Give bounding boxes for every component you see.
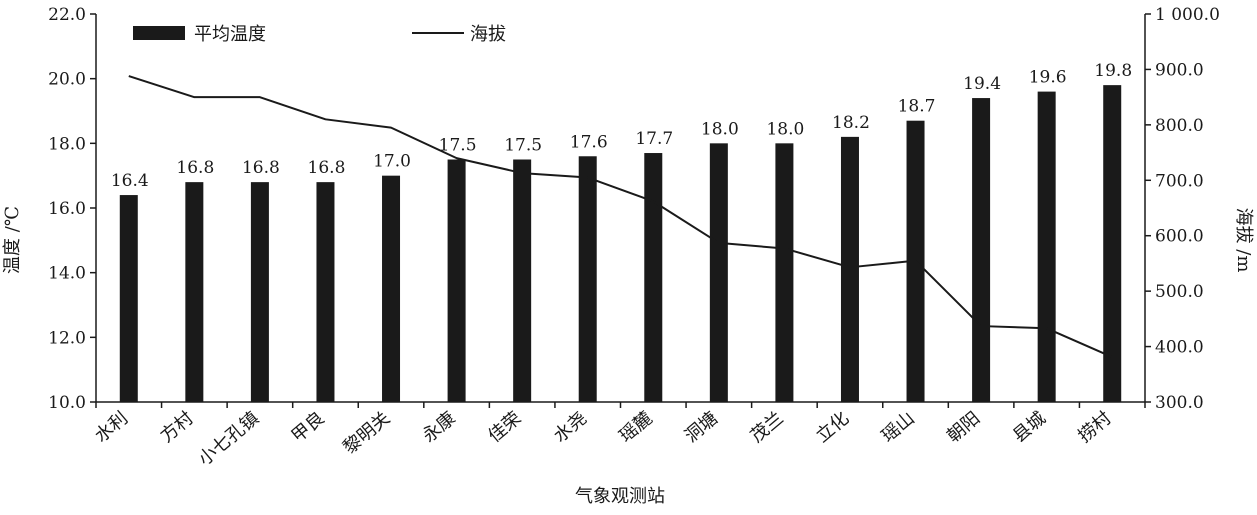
bar-value-label: 17.6 <box>570 132 608 152</box>
bar-value-label: 16.4 <box>111 171 149 191</box>
bar <box>644 153 663 402</box>
y-tick-label: 12.0 <box>48 328 86 348</box>
bar <box>775 143 794 403</box>
y2-tick-label: 900.0 <box>1155 60 1204 80</box>
bar <box>250 182 269 402</box>
y2-tick-label: 800.0 <box>1155 116 1204 136</box>
bar-value-label: 18.7 <box>898 97 936 117</box>
bar <box>316 182 335 402</box>
altitude-line <box>128 75 1113 359</box>
bar-value-label: 18.0 <box>701 119 739 139</box>
x-tick-label: 朝阳 <box>943 408 984 447</box>
bar-value-label: 17.7 <box>635 129 673 149</box>
x-tick-label: 永康 <box>419 408 460 447</box>
x-tick-label: 瑶山 <box>878 408 919 447</box>
x-axis-title: 气象观测站 <box>575 486 665 507</box>
bar-value-label: 19.6 <box>1029 68 1067 88</box>
bar-value-label: 17.5 <box>439 136 477 156</box>
bar-value-label: 16.8 <box>176 158 214 178</box>
x-tick-label: 黎明关 <box>339 408 394 459</box>
legend-line-label: 海拔 <box>470 24 506 45</box>
x-tick-label: 水利 <box>91 408 132 447</box>
x-tick-label: 甲良 <box>288 408 329 447</box>
bar-series <box>119 85 1122 403</box>
y2-tick-label: 1 000.0 <box>1155 5 1220 25</box>
y2-tick-label: 500.0 <box>1155 282 1204 302</box>
bar <box>578 156 597 402</box>
legend: 平均温度 海拔 <box>133 24 506 45</box>
legend-bar-swatch <box>133 26 185 40</box>
bar <box>447 159 466 402</box>
y-tick-label: 16.0 <box>48 199 86 219</box>
y2-tick-label: 400.0 <box>1155 338 1204 358</box>
bar <box>513 159 532 402</box>
bar <box>972 98 991 403</box>
x-tick-label: 洞塘 <box>681 408 722 447</box>
y-tick-label: 20.0 <box>48 70 86 90</box>
x-tick-label: 瑶麓 <box>615 408 656 447</box>
y2-axis-title: 海拔 /m <box>1233 208 1254 273</box>
bar <box>185 182 204 402</box>
bar <box>119 195 138 402</box>
data-labels: 16.4 16.8 16.8 16.8 17.0 17.5 17.5 17.6 17.7 18.0… <box>111 61 1132 191</box>
line-series <box>128 75 1113 359</box>
x-tick-label: 水尧 <box>550 408 591 447</box>
y2-tick-label: 700.0 <box>1155 171 1204 191</box>
bar-value-label: 18.0 <box>766 119 804 139</box>
bar-value-label: 18.2 <box>832 113 870 133</box>
bar <box>709 143 728 403</box>
bar <box>1037 91 1056 402</box>
bar-value-label: 16.8 <box>242 158 280 178</box>
bar-value-label: 17.0 <box>373 152 411 172</box>
y-tick-label: 22.0 <box>48 5 86 25</box>
y2-tick-label: 600.0 <box>1155 227 1204 247</box>
bar-value-label: 16.8 <box>308 158 346 178</box>
bar <box>840 136 859 402</box>
legend-bar-label: 平均温度 <box>194 24 266 45</box>
x-tick-label: 县城 <box>1009 408 1050 447</box>
y-tick-label: 18.0 <box>48 134 86 154</box>
bar <box>382 175 401 402</box>
x-tick-label: 小七孔镇 <box>194 408 263 470</box>
x-tick-label: 茂兰 <box>747 408 788 447</box>
y-tick-label: 14.0 <box>48 264 86 284</box>
x-tick-label: 佳荣 <box>484 408 525 447</box>
bar-value-label: 19.4 <box>963 74 1001 94</box>
x-tick-label: 方村 <box>156 408 197 447</box>
bar <box>1103 85 1122 402</box>
y-tick-label: 10.0 <box>48 393 86 413</box>
bar-value-label: 17.5 <box>504 136 542 156</box>
x-tick-label: 捞村 <box>1074 408 1115 447</box>
y2-tick-label: 300.0 <box>1155 393 1204 413</box>
y-axis-title: 温度 /℃ <box>2 206 23 274</box>
bar-value-label: 19.8 <box>1094 61 1132 81</box>
x-tick-label: 立化 <box>812 408 853 447</box>
